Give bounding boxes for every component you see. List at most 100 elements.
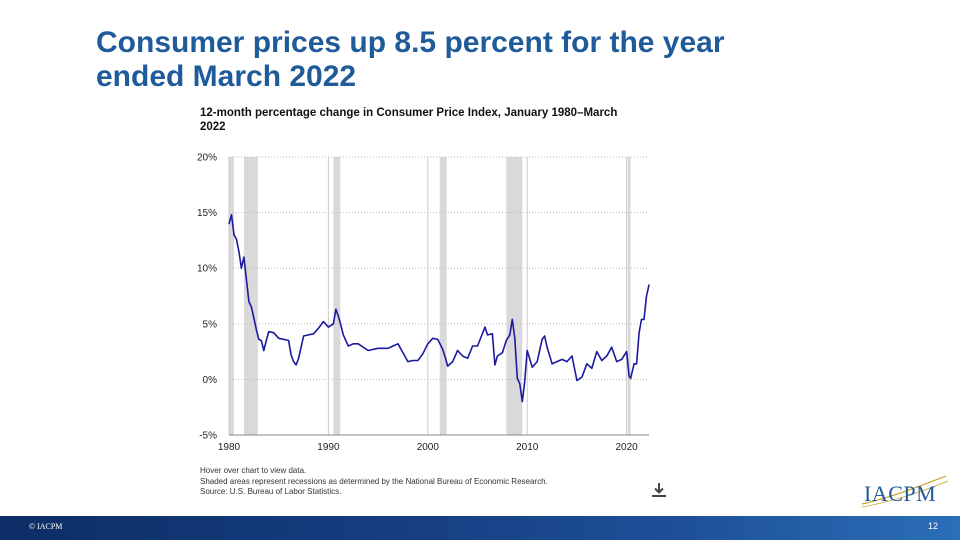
data-point xyxy=(519,383,521,385)
chart-title: 12-month percentage change in Consumer P… xyxy=(200,107,618,133)
recession-band xyxy=(229,157,234,435)
data-point xyxy=(273,332,275,334)
data-point xyxy=(332,323,334,325)
data-point xyxy=(347,345,349,347)
x-tick-label: 2000 xyxy=(417,442,440,453)
data-point xyxy=(524,381,526,383)
data-point xyxy=(541,338,543,340)
data-point xyxy=(643,318,645,320)
data-point xyxy=(377,347,379,349)
data-point xyxy=(322,320,325,323)
logo-text: IACPM xyxy=(864,481,937,506)
data-point xyxy=(427,343,429,345)
data-point xyxy=(491,333,494,335)
data-point xyxy=(586,363,588,365)
data-point xyxy=(521,401,523,403)
y-tick-label: 20% xyxy=(197,153,217,164)
data-point xyxy=(581,376,583,378)
data-point xyxy=(235,238,238,240)
data-point xyxy=(640,318,643,320)
data-point xyxy=(621,358,623,360)
data-point xyxy=(611,346,613,348)
data-point xyxy=(302,335,305,337)
data-point xyxy=(606,355,608,357)
y-tick-label: 5% xyxy=(203,319,218,330)
data-point xyxy=(327,326,330,328)
data-point xyxy=(337,315,339,317)
data-point xyxy=(511,318,513,320)
data-point xyxy=(290,354,292,356)
y-tick-label: 15% xyxy=(197,208,217,219)
data-point xyxy=(635,363,638,365)
data-point xyxy=(556,361,558,363)
recession-band xyxy=(243,157,258,435)
y-tick-label: -5% xyxy=(199,431,217,442)
data-point xyxy=(258,338,260,340)
footer-bar: © IACPM 12 xyxy=(0,516,960,540)
data-point xyxy=(352,343,354,345)
data-point xyxy=(422,353,424,355)
data-point xyxy=(295,364,297,366)
chart-notes: Hover over chart to view data. Shaded ar… xyxy=(200,466,620,498)
hover-note: Hover over chart to view data. xyxy=(200,466,307,475)
source-note: Source: U.S. Bureau of Labor Statistics. xyxy=(200,487,342,496)
data-point xyxy=(255,328,257,330)
recession-band xyxy=(333,157,341,435)
data-point xyxy=(494,364,496,366)
data-point xyxy=(278,337,280,339)
x-tick-label: 1980 xyxy=(218,442,241,453)
download-icon[interactable] xyxy=(649,480,669,500)
data-point xyxy=(516,377,518,379)
data-point xyxy=(501,352,503,354)
data-point xyxy=(591,367,593,369)
data-point xyxy=(250,306,252,308)
data-point xyxy=(551,363,553,365)
recession-band xyxy=(439,157,447,435)
data-point xyxy=(505,339,507,342)
data-point xyxy=(509,334,511,336)
data-point xyxy=(230,214,233,216)
data-point xyxy=(412,359,414,362)
y-tick-label: 0% xyxy=(203,375,218,386)
data-point xyxy=(544,335,546,337)
data-point xyxy=(307,334,310,336)
data-point xyxy=(283,338,285,340)
data-point xyxy=(466,357,469,359)
data-point xyxy=(367,349,369,352)
data-point xyxy=(633,363,635,365)
data-point xyxy=(571,355,573,357)
data-point xyxy=(432,337,434,339)
data-point xyxy=(253,317,255,319)
page-number: 12 xyxy=(927,521,938,531)
data-point xyxy=(536,361,538,363)
data-point xyxy=(288,339,290,342)
data-point xyxy=(248,300,250,303)
iacpm-logo: IACPM xyxy=(860,472,950,512)
data-point xyxy=(265,339,267,342)
data-point xyxy=(293,361,295,363)
data-point xyxy=(240,267,243,269)
x-tick-label: 2020 xyxy=(616,442,639,453)
data-point xyxy=(526,349,528,352)
data-point xyxy=(531,366,533,368)
data-point xyxy=(317,327,320,329)
data-point xyxy=(392,345,394,347)
data-point xyxy=(462,355,464,357)
data-point xyxy=(340,324,342,326)
data-point xyxy=(228,223,230,225)
data-point xyxy=(471,345,474,347)
data-point xyxy=(397,343,399,345)
data-point xyxy=(601,359,603,362)
recession-band xyxy=(506,157,523,435)
data-point xyxy=(342,334,344,336)
data-point xyxy=(561,358,563,360)
data-point xyxy=(476,345,479,347)
data-point xyxy=(628,375,630,377)
data-point xyxy=(260,339,262,342)
data-point xyxy=(263,349,265,352)
data-point xyxy=(268,330,270,333)
copyright-text: © IACPM xyxy=(29,522,63,531)
data-point xyxy=(496,355,499,357)
data-point xyxy=(626,351,628,353)
